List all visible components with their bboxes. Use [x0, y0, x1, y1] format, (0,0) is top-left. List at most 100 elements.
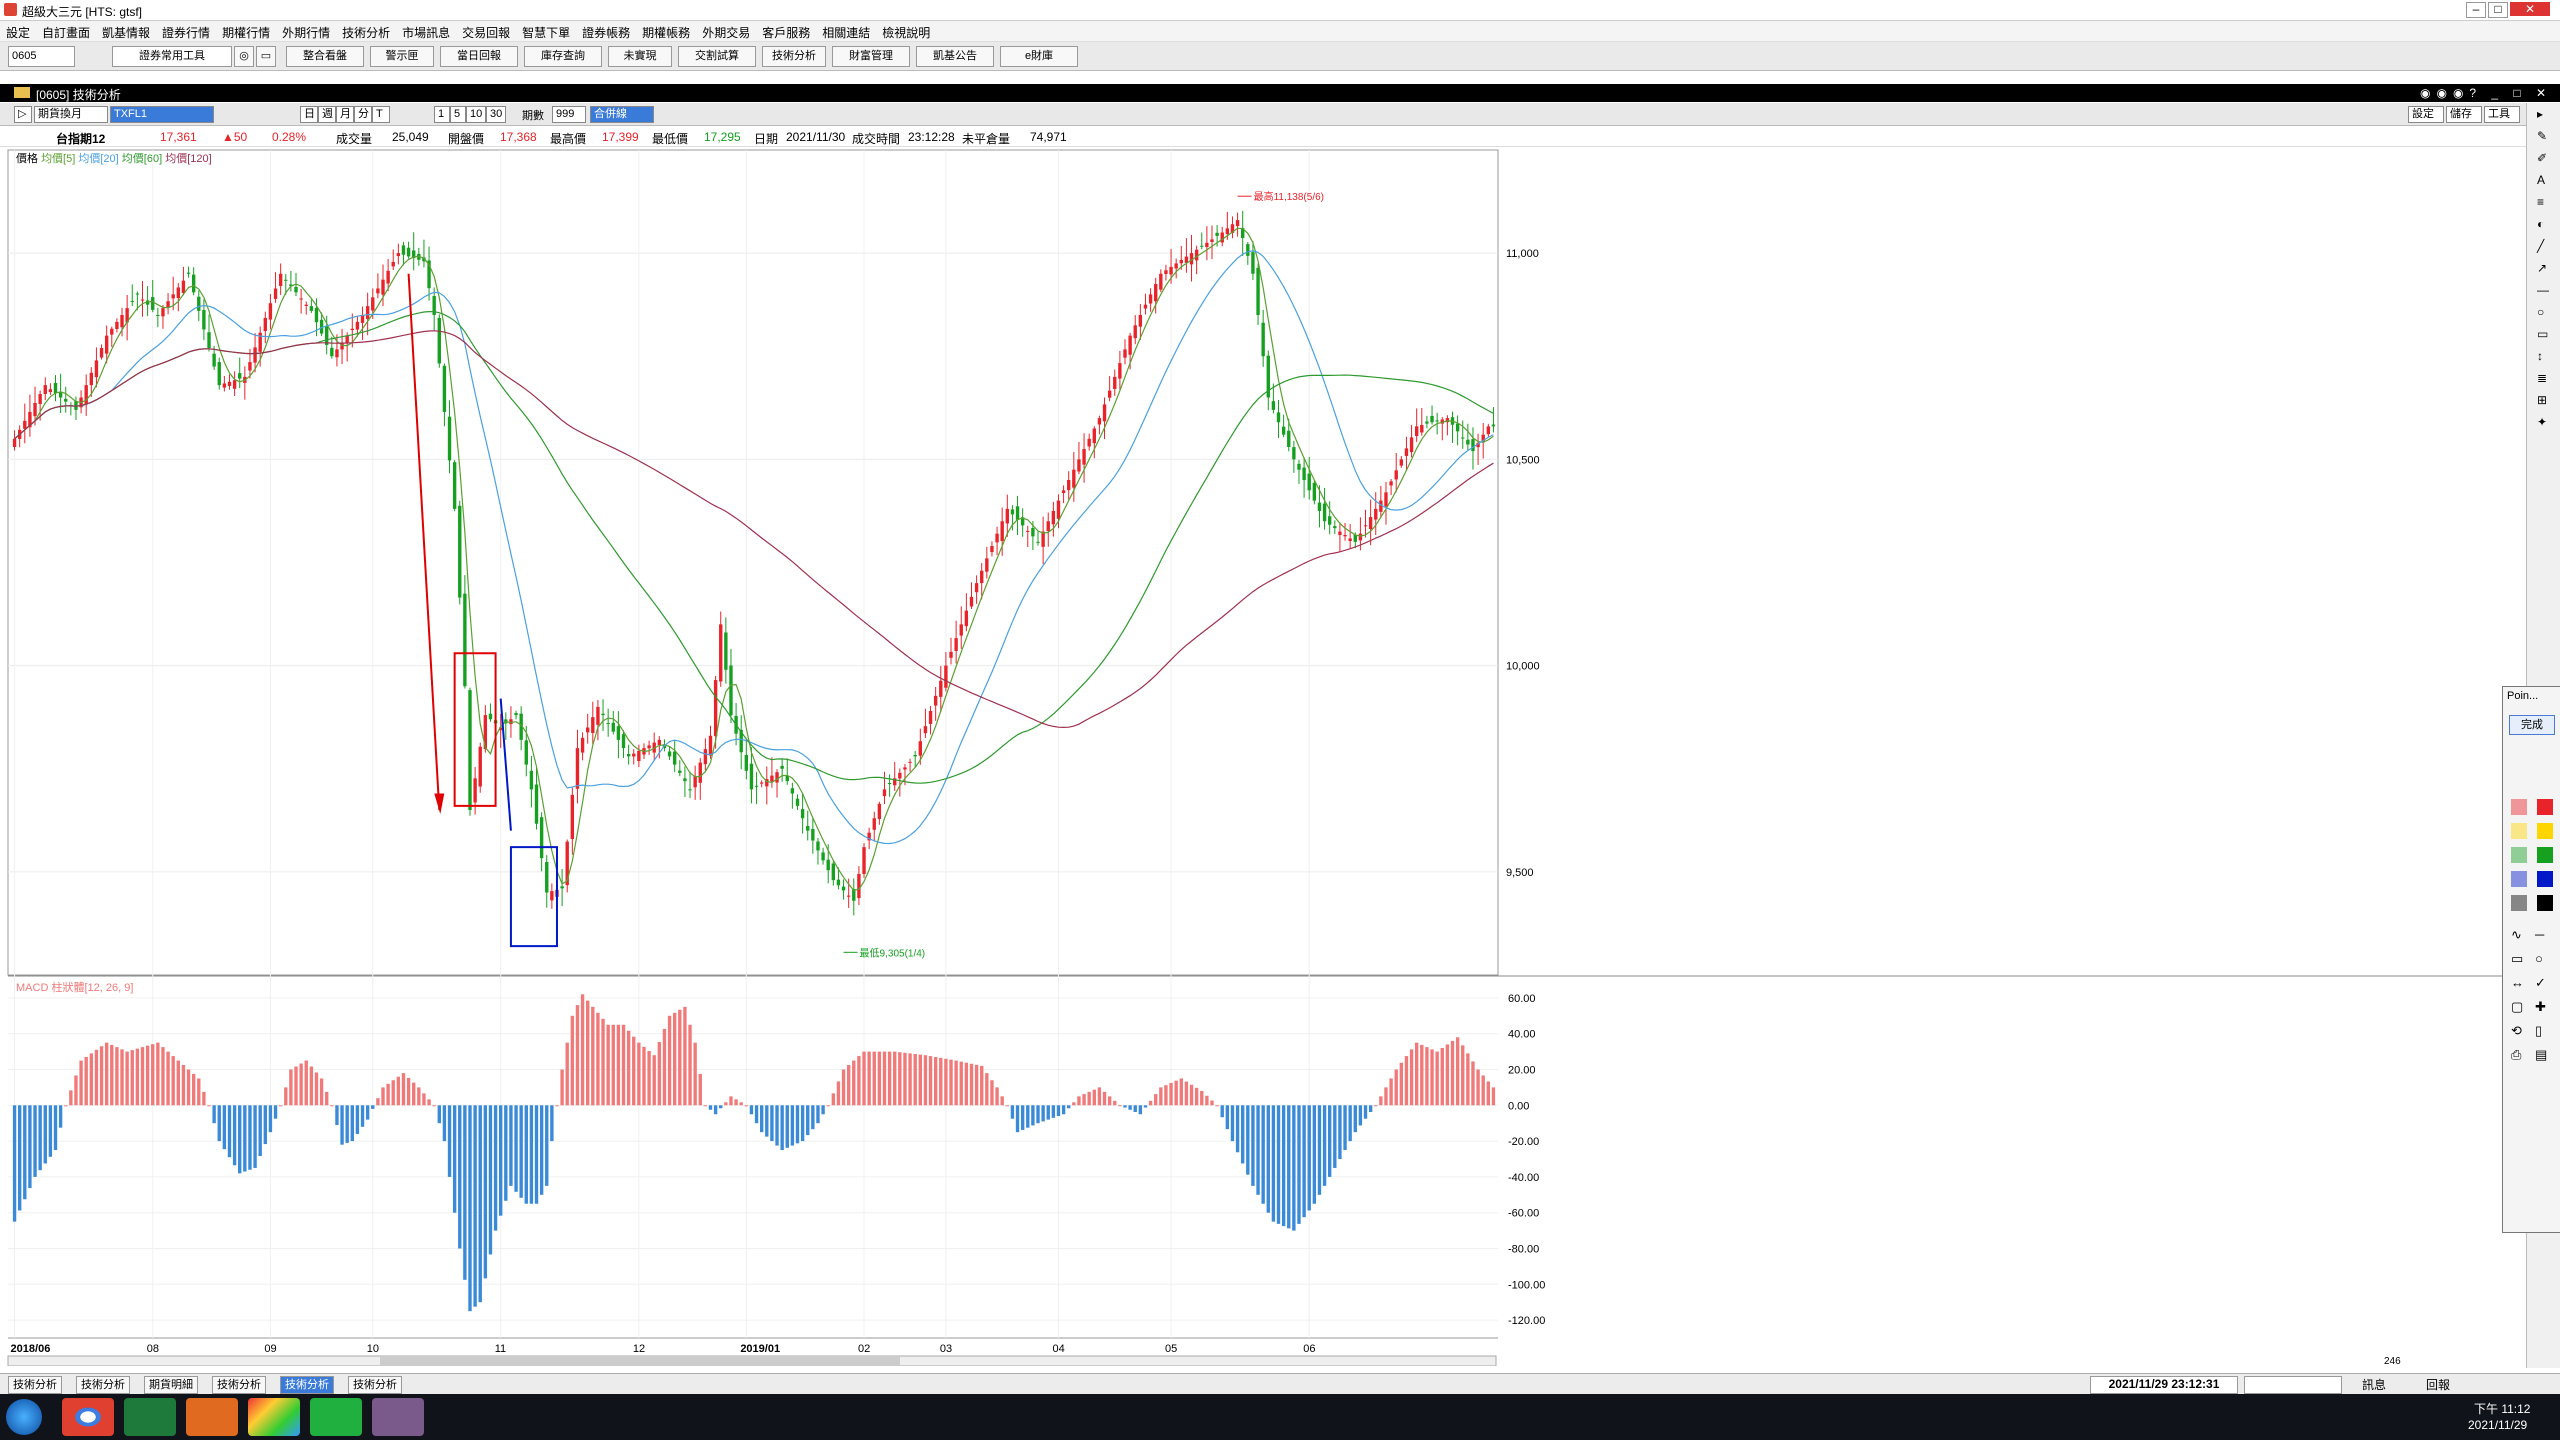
menu-item-6[interactable]: 技術分析 [342, 26, 391, 40]
line-icon[interactable] [310, 1398, 362, 1436]
reply-button[interactable]: 回報 [2426, 1378, 2451, 1392]
panel-tool-icon-3[interactable]: ○ [2535, 951, 2543, 966]
color-swatch-2[interactable] [2537, 847, 2553, 863]
status-input[interactable] [2244, 1376, 2342, 1394]
panel-tool-icon-5[interactable]: ✓ [2535, 975, 2546, 990]
toolbar-button-1[interactable]: 警示匣 [370, 46, 434, 67]
panel-tool-icon-7[interactable]: ✚ [2535, 999, 2546, 1014]
draw-tool-icon-11[interactable]: ↕ [2537, 349, 2543, 363]
technical-chart[interactable]: 9,500 10,000 10,500 11,000 60.00 40.00 20.00 0.… [0, 146, 2526, 1366]
app-icon-orange[interactable] [186, 1398, 238, 1436]
stock-code-input[interactable]: 0605 [8, 46, 75, 67]
panel-tool-icon-10[interactable]: ⎙ [2511, 1047, 2522, 1062]
menu-item-4[interactable]: 期權行情 [222, 26, 271, 40]
minute-button-1[interactable]: 5 [450, 106, 466, 123]
menu-item-0[interactable]: 設定 [6, 26, 31, 40]
toolbar-button-3[interactable]: 庫存查詢 [524, 46, 602, 67]
panel-tool-icon-8[interactable]: ⟲ [2511, 1023, 2522, 1038]
bottom-tab-3[interactable]: 技術分析 [212, 1376, 266, 1394]
app-icon-colorful[interactable] [248, 1398, 300, 1436]
menu-item-15[interactable]: 檢視說明 [882, 26, 931, 40]
menu-item-12[interactable]: 外期交易 [702, 26, 751, 40]
draw-tool-icon-14[interactable]: ✦ [2537, 415, 2548, 429]
start-button[interactable] [6, 1399, 42, 1435]
done-button[interactable]: 完成 [2509, 715, 2555, 735]
menu-item-9[interactable]: 智慧下單 [522, 26, 571, 40]
menu-item-8[interactable]: 交易回報 [462, 26, 511, 40]
bottom-tab-1[interactable]: 技術分析 [76, 1376, 130, 1394]
panel-tool-icon-4[interactable]: ↔ [2511, 975, 2524, 990]
color-swatch-3[interactable] [2537, 871, 2553, 887]
period-count-input[interactable]: 999 [552, 106, 586, 123]
chrome-icon[interactable] [62, 1398, 114, 1436]
draw-tool-icon-10[interactable]: ▭ [2537, 327, 2549, 341]
panel-tool-icon-2[interactable]: ▭ [2511, 951, 2524, 966]
toolbar-button-7[interactable]: 財富管理 [832, 46, 910, 67]
draw-tool-icon-1[interactable]: ✎ [2537, 129, 2548, 143]
panel-tool-icon-0[interactable]: ∿ [2511, 927, 2522, 942]
panel-tool-icon-6[interactable]: ▢ [2511, 999, 2524, 1014]
color-swatch-4[interactable] [2537, 895, 2553, 911]
bottom-tab-0[interactable]: 技術分析 [8, 1376, 62, 1394]
draw-tool-icon-3[interactable]: A [2537, 173, 2546, 187]
draw-tool-icon-7[interactable]: ↗ [2537, 261, 2548, 275]
menu-item-11[interactable]: 期權帳務 [642, 26, 691, 40]
globe-icon[interactable]: ◎ [234, 46, 254, 67]
maximize-icon[interactable]: □ [2488, 2, 2508, 18]
menu-item-7[interactable]: 市場訊息 [402, 26, 451, 40]
trading-app-icon[interactable] [372, 1398, 424, 1436]
tool-select[interactable]: 證券常用工具 [112, 46, 232, 67]
draw-tool-icon-5[interactable]: ◐ [2537, 217, 2545, 231]
menu-item-3[interactable]: 證券行情 [162, 26, 211, 40]
period-select[interactable]: 期貨換月 [34, 106, 108, 123]
freq-button-3[interactable]: 分 [354, 106, 372, 123]
menu-item-10[interactable]: 證券帳務 [582, 26, 631, 40]
panel-tool-icon-9[interactable]: ▯ [2535, 1023, 2543, 1038]
color-swatch-light-4[interactable] [2511, 895, 2527, 911]
panel-tool-icon-11[interactable]: ▤ [2535, 1047, 2548, 1062]
freq-button-0[interactable]: 日 [300, 106, 318, 123]
minute-button-3[interactable]: 30 [486, 106, 506, 123]
draw-tool-icon-0[interactable]: ▸ [2537, 107, 2544, 121]
draw-tool-icon-12[interactable]: ≣ [2537, 371, 2548, 385]
news-button[interactable]: 訊息 [2362, 1378, 2387, 1392]
close-icon[interactable]: ✕ [2510, 2, 2550, 16]
minute-button-0[interactable]: 1 [434, 106, 450, 123]
toolbar-button-5[interactable]: 交割試算 [678, 46, 756, 67]
draw-tool-icon-8[interactable]: — [2537, 283, 2549, 297]
bottom-tab-4[interactable]: 技術分析 [280, 1376, 334, 1394]
chart-save-button[interactable]: 儲存 [2446, 106, 2482, 123]
minimize-icon[interactable]: – [2466, 2, 2486, 18]
color-swatch-0[interactable] [2537, 799, 2553, 815]
toolbar-button-2[interactable]: 當日回報 [440, 46, 518, 67]
chart-tools-button[interactable]: 工具 [2484, 106, 2520, 123]
bottom-tab-5[interactable]: 技術分析 [348, 1376, 402, 1394]
menu-item-13[interactable]: 客戶服務 [762, 26, 811, 40]
color-swatch-light-1[interactable] [2511, 823, 2527, 839]
toolbar-button-6[interactable]: 技術分析 [762, 46, 826, 67]
merge-line-select[interactable]: 合併線 [590, 106, 654, 123]
color-swatch-light-3[interactable] [2511, 871, 2527, 887]
draw-tool-icon-2[interactable]: ✐ [2537, 151, 2548, 165]
menu-item-1[interactable]: 自訂畫面 [42, 26, 91, 40]
menu-item-14[interactable]: 相關連結 [822, 26, 871, 40]
bottom-tab-2[interactable]: 期貨明細 [144, 1376, 198, 1394]
chart-settings-button[interactable]: 設定 [2408, 106, 2444, 123]
play-button[interactable]: ▷ [14, 106, 32, 123]
freq-button-4[interactable]: T [372, 106, 390, 123]
freq-button-1[interactable]: 週 [318, 106, 336, 123]
freq-button-2[interactable]: 月 [336, 106, 354, 123]
color-swatch-light-0[interactable] [2511, 799, 2527, 815]
menu-item-5[interactable]: 外期行情 [282, 26, 331, 40]
panel-tool-icon-1[interactable]: ─ [2535, 927, 2545, 942]
window-controls[interactable]: ◉◉◉? _ □ ✕ [2420, 86, 2553, 100]
symbol-select[interactable]: TXFL1 [110, 106, 214, 123]
draw-tool-icon-4[interactable]: ≡ [2537, 195, 2545, 209]
draw-tool-icon-6[interactable]: ╱ [2537, 239, 2545, 253]
menu-item-2[interactable]: 凱基情報 [102, 26, 151, 40]
toolbar-button-4[interactable]: 未實現 [608, 46, 672, 67]
color-swatch-light-2[interactable] [2511, 847, 2527, 863]
monitor-icon[interactable]: ▭ [256, 46, 276, 67]
excel-icon[interactable] [124, 1398, 176, 1436]
color-swatch-1[interactable] [2537, 823, 2553, 839]
